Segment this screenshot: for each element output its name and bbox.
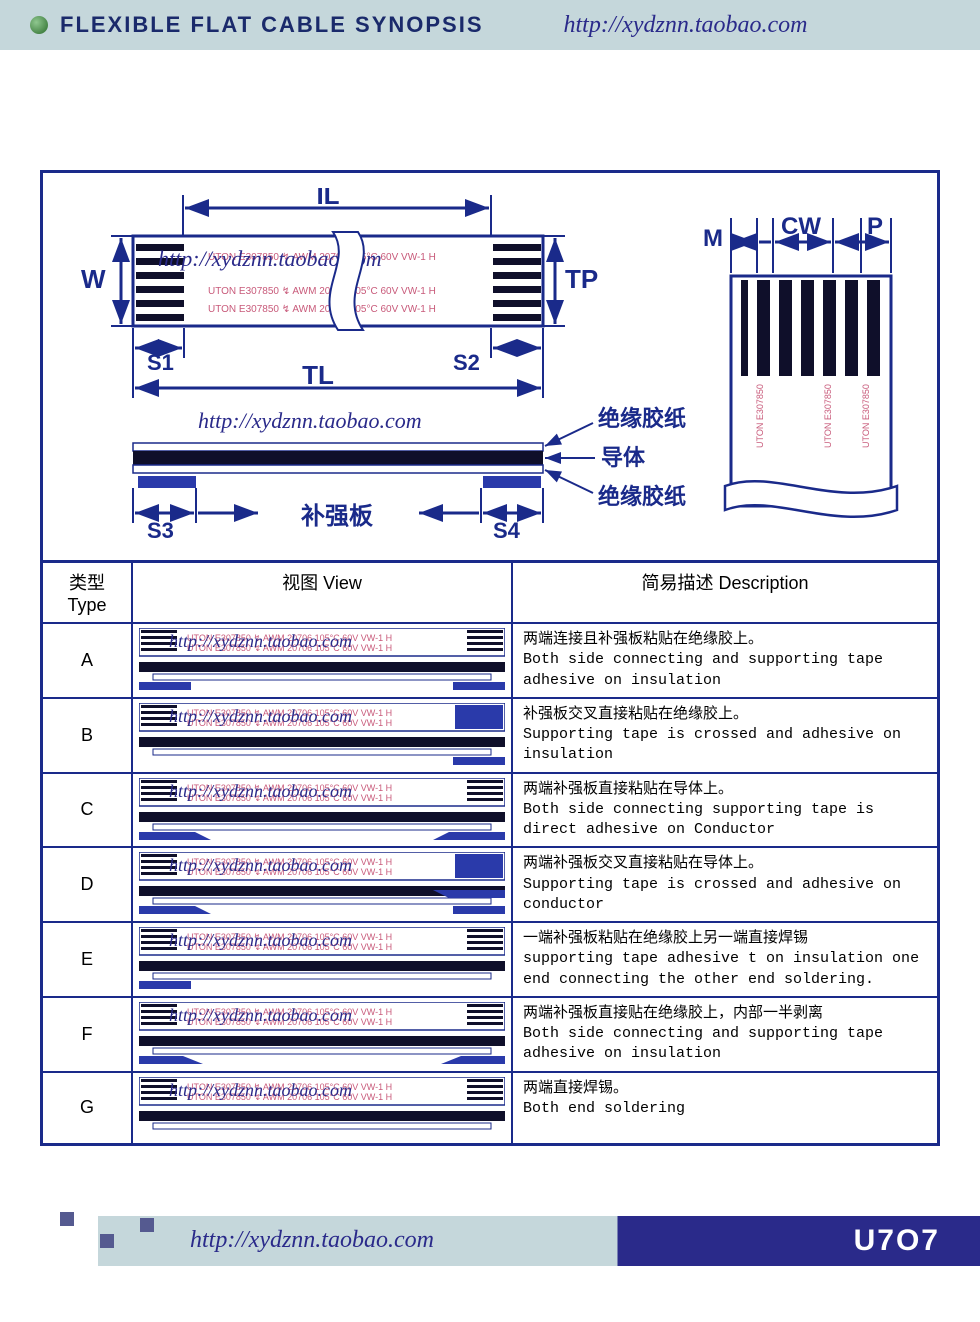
lbl-S3: S3 [147, 518, 174, 543]
lbl-cond: 导体 [601, 445, 646, 470]
table-row: G UTON E307850 ↯ AWM 20706 105°C 60V VW-… [43, 1073, 937, 1143]
cell-desc: 一端补强板粘贴在绝缘胶上另一端直接焊锡supporting tape adhes… [513, 923, 937, 996]
cell-desc: 两端连接且补强板粘贴在绝缘胶上。Both side connecting and… [513, 624, 937, 697]
lbl-M: M [703, 225, 723, 252]
cell-view: UTON E307850 ↯ AWM 20706 105°C 60V VW-1 … [133, 848, 513, 921]
lbl-S2: S2 [453, 350, 480, 375]
svg-text:http://xydznn.taobao.com: http://xydznn.taobao.com [169, 930, 352, 950]
cell-desc: 两端补强板直接粘贴在导体上。Both side connecting suppo… [513, 774, 937, 847]
cell-desc: 两端补强板直接贴在绝缘胶上，内部一半剥离Both side connecting… [513, 998, 937, 1071]
lbl-CW: CW [781, 213, 821, 240]
svg-text:UTON E307850: UTON E307850 [755, 384, 765, 448]
svg-text:http://xydznn.taobao.com: http://xydznn.taobao.com [169, 1005, 352, 1025]
footer-logo: U7O7 [854, 1224, 940, 1258]
table-row: F UTON E307850 ↯ AWM 20706 105°C 60V VW-… [43, 998, 937, 1073]
cell-type: F [43, 998, 133, 1071]
marking3: UTON E307850 ↯ AWM 20706 105°C 60V VW-1 … [208, 304, 436, 315]
header-url: http://xydznn.taobao.com [564, 12, 808, 39]
page-title: FLEXIBLE FLAT CABLE SYNOPSIS [60, 12, 484, 38]
svg-text:http://xydznn.taobao.com: http://xydznn.taobao.com [169, 781, 352, 801]
footer-url: http://xydznn.taobao.com [190, 1227, 434, 1254]
th-view: 视图 View [133, 563, 513, 622]
cell-view: UTON E307850 ↯ AWM 20706 105°C 60V VW-1 … [133, 923, 513, 996]
th-desc: 简易描述 Description [513, 563, 937, 622]
cell-view: UTON E307850 ↯ AWM 20706 105°C 60V VW-1 … [133, 699, 513, 772]
lbl-TL: TL [302, 360, 334, 390]
top-diagram: IL UTON E307850 ↯ AWM 20706 105°C 60V VW… [43, 173, 937, 563]
cell-view: UTON E307850 ↯ AWM 20706 105°C 60V VW-1 … [133, 774, 513, 847]
svg-text:http://xydznn.taobao.com: http://xydznn.taobao.com [169, 855, 352, 875]
cell-view: UTON E307850 ↯ AWM 20706 105°C 60V VW-1 … [133, 1073, 513, 1143]
lbl-P: P [867, 213, 883, 240]
cell-view: UTON E307850 ↯ AWM 20706 105°C 60V VW-1 … [133, 998, 513, 1071]
lbl-S1: S1 [147, 350, 174, 375]
cell-type: D [43, 848, 133, 921]
cell-desc: 两端直接焊锡。Both end soldering [513, 1073, 937, 1143]
svg-text:http://xydznn.taobao.com: http://xydznn.taobao.com [169, 1080, 352, 1100]
svg-text:UTON E307850: UTON E307850 [823, 384, 833, 448]
lbl-insul2: 绝缘胶纸 [598, 484, 686, 509]
table-header-row: 类型 Type 视图 View 简易描述 Description [43, 563, 937, 624]
type-table: 类型 Type 视图 View 简易描述 Description A UTON … [43, 563, 937, 1143]
lbl-TP: TP [565, 264, 598, 294]
table-row: C UTON E307850 ↯ AWM 20706 105°C 60V VW-… [43, 774, 937, 849]
cell-type: A [43, 624, 133, 697]
header-bar: FLEXIBLE FLAT CABLE SYNOPSIS http://xydz… [0, 0, 980, 50]
cell-desc: 两端补强板交叉直接粘贴在导体上。Supporting tape is cross… [513, 848, 937, 921]
marking2: UTON E307850 ↯ AWM 20706 105°C 60V VW-1 … [208, 286, 436, 297]
footer-bar: http://xydznn.taobao.com U7O7 [0, 1216, 980, 1266]
table-row: B UTON E307850 ↯ AWM 20706 105°C 60V VW-… [43, 699, 937, 774]
main-figure-box: IL UTON E307850 ↯ AWM 20706 105°C 60V VW… [40, 170, 940, 1146]
cell-desc: 补强板交叉直接粘贴在绝缘胶上。Supporting tape is crosse… [513, 699, 937, 772]
cell-type: B [43, 699, 133, 772]
wm2: http://xydznn.taobao.com [198, 408, 422, 433]
table-row: D UTON E307850 ↯ AWM 20706 105°C 60V VW-… [43, 848, 937, 923]
content-area: IL UTON E307850 ↯ AWM 20706 105°C 60V VW… [0, 50, 980, 1166]
table-row: E UTON E307850 ↯ AWM 20706 105°C 60V VW-… [43, 923, 937, 998]
cell-type: E [43, 923, 133, 996]
cell-type: C [43, 774, 133, 847]
lbl-W: W [81, 264, 106, 294]
th-type: 类型 Type [43, 563, 133, 622]
cell-type: G [43, 1073, 133, 1143]
lbl-IL: IL [316, 188, 339, 210]
svg-text:UTON E307850: UTON E307850 [861, 384, 871, 448]
table-row: A UTON E307850 ↯ AWM 20706 105°C 60V VW-… [43, 624, 937, 699]
diagram-svg: IL UTON E307850 ↯ AWM 20706 105°C 60V VW… [53, 188, 933, 548]
svg-text:http://xydznn.taobao.com: http://xydznn.taobao.com [169, 631, 352, 651]
lbl-insul1: 绝缘胶纸 [598, 406, 686, 431]
lbl-S4: S4 [493, 518, 521, 543]
cell-view: UTON E307850 ↯ AWM 20706 105°C 60V VW-1 … [133, 624, 513, 697]
svg-text:http://xydznn.taobao.com: http://xydznn.taobao.com [169, 706, 352, 726]
bullet-icon [30, 16, 48, 34]
lbl-reinforce: 补强板 [301, 503, 374, 530]
